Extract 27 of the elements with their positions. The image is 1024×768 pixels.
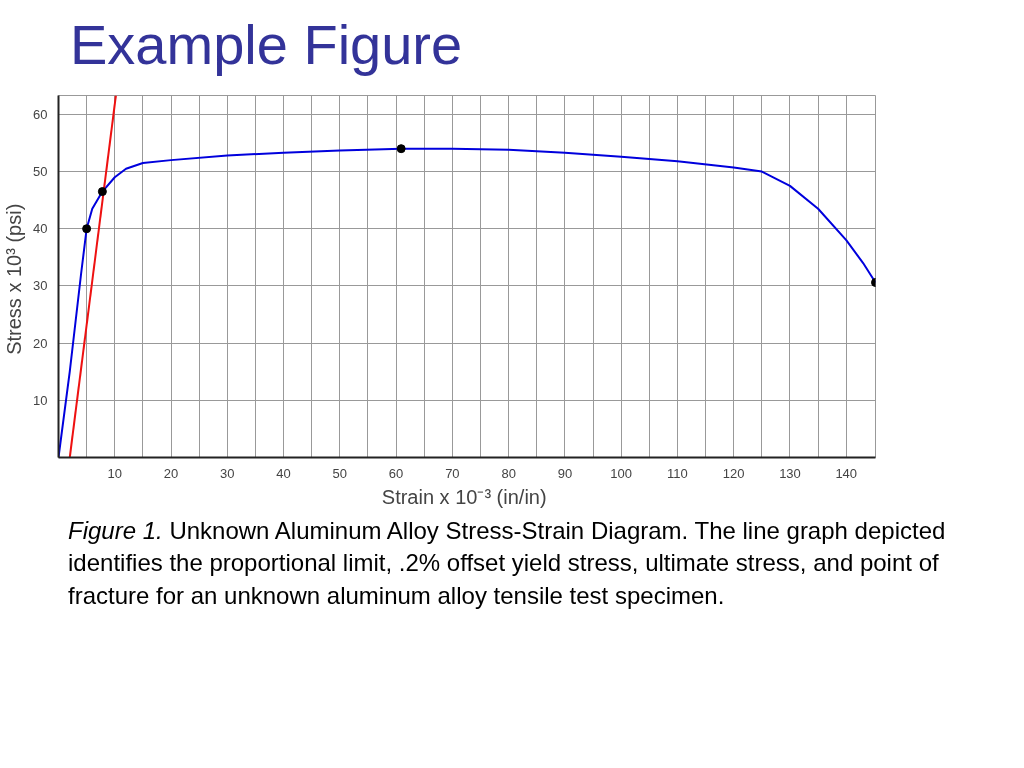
caption: Figure 1. bbox=[68, 517, 163, 544]
point bbox=[396, 144, 406, 154]
chart-title: Example Figure bbox=[70, 12, 463, 78]
x-tick-label: 140 bbox=[835, 465, 858, 481]
x-tick-label: 110 bbox=[667, 465, 688, 481]
y-tick-label: 60 bbox=[33, 106, 48, 122]
x-tick-label: 30 bbox=[220, 465, 235, 481]
x-tick-label: 80 bbox=[501, 465, 516, 481]
x-tick-label: 100 bbox=[610, 465, 633, 481]
x-tick-label: 40 bbox=[276, 465, 291, 481]
y-tick-label: 40 bbox=[33, 221, 48, 237]
x-tick-label: 120 bbox=[722, 465, 745, 481]
y-tick-label: 10 bbox=[33, 392, 48, 408]
y-tick-label: 30 bbox=[33, 278, 48, 294]
x-tick-label: 70 bbox=[445, 465, 460, 481]
point bbox=[82, 224, 92, 234]
point bbox=[97, 187, 107, 197]
x-axis-title: Strain x 10⁻³ (in/in) bbox=[381, 485, 547, 508]
y-tick-label: 20 bbox=[33, 335, 48, 351]
x-tick-label: 20 bbox=[163, 465, 179, 481]
y-tick-label: 50 bbox=[33, 164, 48, 180]
x-tick-label: 60 bbox=[388, 465, 404, 481]
x-tick-label: 50 bbox=[332, 465, 348, 481]
x-tick-label: 130 bbox=[779, 465, 801, 481]
x-tick-label: 90 bbox=[557, 465, 573, 481]
x-tick-label: 10 bbox=[107, 465, 123, 481]
y-axis-title: Stress x 10³ (psi) bbox=[3, 203, 26, 355]
